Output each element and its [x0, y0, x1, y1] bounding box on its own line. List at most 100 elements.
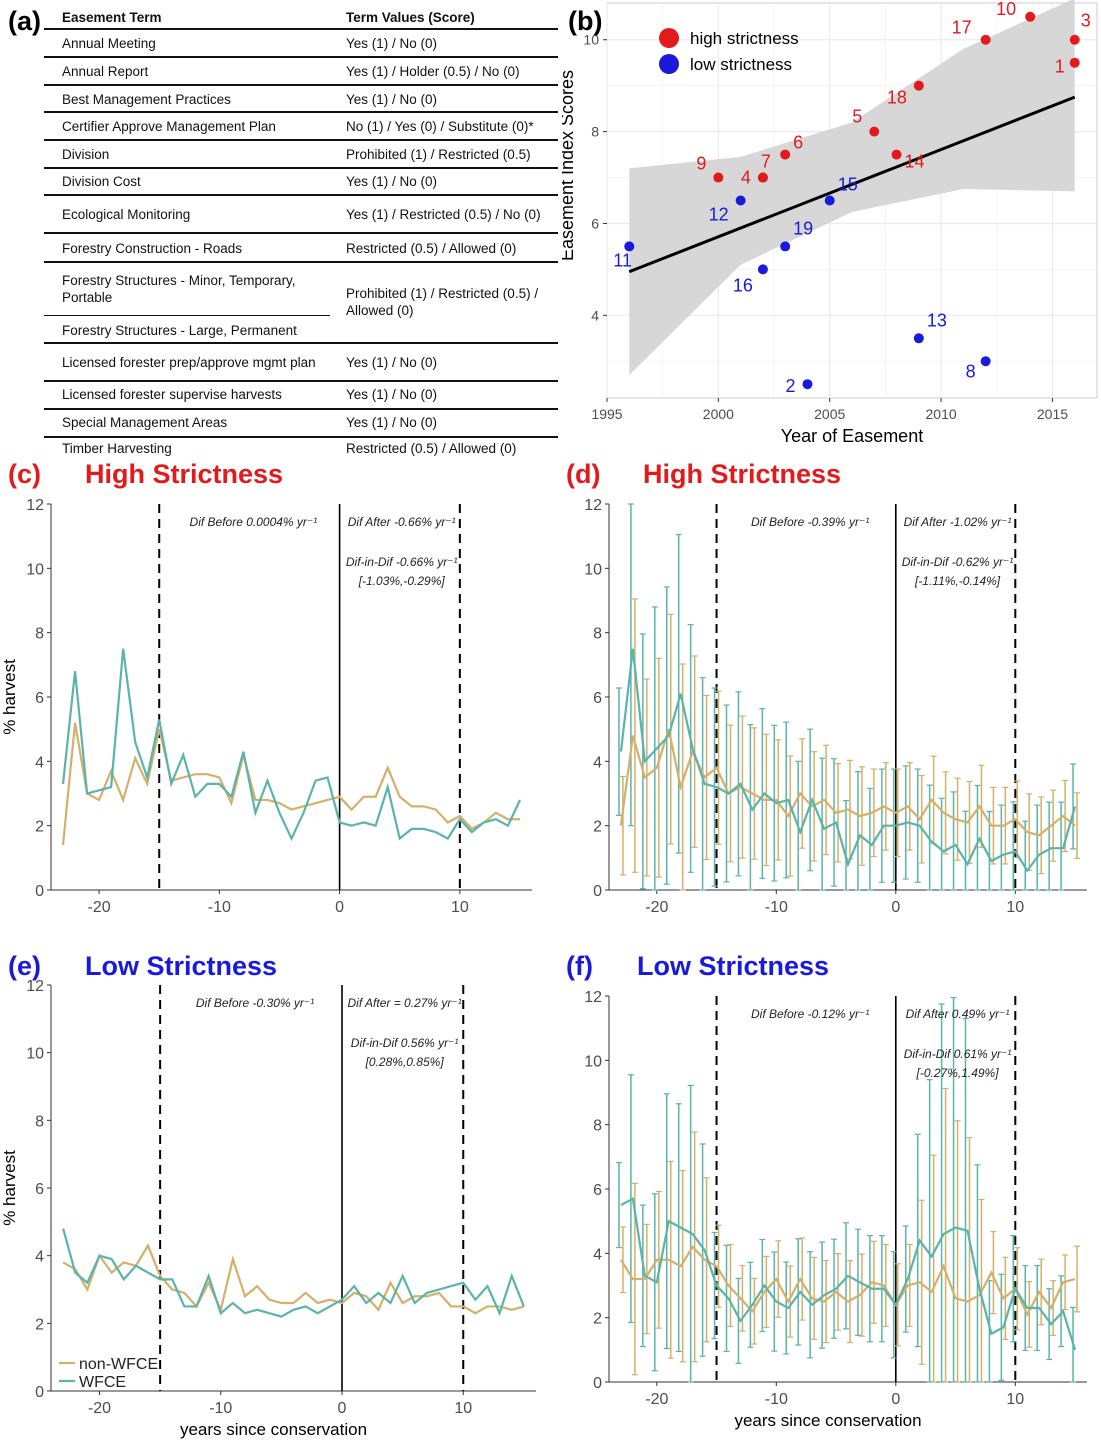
y-tick-label: 12: [584, 497, 602, 514]
x-tick-label: 2000: [703, 406, 734, 422]
y-tick-label: 6: [35, 690, 44, 707]
x-tick-label: 10: [454, 1400, 472, 1417]
x-tick-label: 10: [1006, 899, 1024, 916]
chart-title-e: Low Strictness: [85, 951, 278, 981]
series-line-non-wfce: [620, 1245, 1076, 1317]
chart-c-high-strictness: 0 2 4 6 8 10 12 -20 -10 0 10 % harvest Dif Before 0.…: [0, 497, 532, 916]
annotation-dif-after: Dif After -1.02% yr⁻¹: [904, 515, 1012, 529]
table-rule: [44, 139, 558, 141]
annotation-ci: [-0.27%,1.49%]: [916, 1066, 1000, 1080]
table-cell-value: Yes (1) / No (0): [346, 355, 438, 370]
y-tick-label: 12: [26, 497, 44, 514]
point-label: 7: [761, 152, 771, 172]
series-line-wfce: [62, 1228, 525, 1318]
table-cell-value: Yes (1) / No (0): [346, 174, 438, 189]
x-tick-label: -10: [765, 899, 788, 916]
annotation-dif-after: Dif After = 0.27% yr⁻¹: [347, 996, 461, 1010]
point-label: 4: [741, 168, 751, 188]
y-tick-label: 6: [593, 1182, 602, 1199]
point-low: [802, 379, 813, 390]
y-tick-label: 0: [35, 883, 44, 900]
series-line-wfce: [61, 648, 521, 842]
series-line-wfce: [619, 648, 1077, 873]
point-label: 14: [905, 152, 925, 172]
x-tick-label: -20: [645, 899, 668, 916]
y-tick-label: 8: [591, 124, 599, 140]
table-cell-term: Forestry Construction - Roads: [62, 240, 243, 256]
table-cell-value: Prohibited (1) / Restricted (0.5): [346, 146, 531, 162]
x-tick-label: 0: [891, 899, 900, 916]
point-high: [757, 172, 768, 183]
y-tick-label: 4: [591, 307, 599, 323]
legend-label: non-WFCE: [79, 1356, 158, 1373]
table-cell-value: Yes (1) / Restricted (0.5) / No (0): [346, 207, 541, 222]
table-rule: [44, 315, 330, 316]
point-label: 1: [1055, 57, 1065, 77]
table-cell-term: Division Cost: [62, 174, 141, 189]
table-rule: [44, 232, 558, 234]
table-cell-value: No (1) / Yes (0) / Substitute (0)*: [346, 119, 534, 134]
table-cell-term: Best Management Practices: [62, 91, 231, 107]
panel-label-e: (e): [8, 951, 41, 981]
x-tick-label: 10: [1006, 1391, 1024, 1408]
table-cell-term: Special Management Areas: [62, 414, 228, 430]
plot-c: 0 2 4 6 8 10 12 -20 -10 0 10 % harvest Dif Before 0.…: [0, 497, 532, 916]
series-line-wfce: [620, 1196, 1077, 1351]
point-label: 9: [696, 154, 706, 174]
table-cell-term: Certifier Approve Management Plan: [62, 119, 276, 134]
point-label: 11: [613, 250, 632, 270]
series-line-non-wfce: [61, 722, 520, 846]
plot-d: 0 2 4 6 8 10 12 -20 -10 0 10 Dif Before -0.39% yr⁻¹…: [584, 497, 1087, 916]
x-axis-label: Year of Easement: [781, 426, 923, 446]
point-high: [1069, 34, 1080, 45]
table-rule: [44, 380, 558, 382]
point-low: [757, 264, 768, 275]
table-rule: [44, 28, 558, 30]
table-rule: [44, 194, 558, 196]
x-tick-label: -10: [208, 899, 231, 916]
point-label: 17: [952, 18, 972, 38]
y-tick-label: 10: [583, 32, 599, 48]
point-label: 3: [1081, 11, 1091, 31]
point-label: 8: [966, 361, 976, 381]
legend-swatch-high: [659, 28, 679, 48]
y-axis-label: % harvest: [0, 659, 19, 735]
y-tick-label: 12: [584, 989, 602, 1006]
table-cell-term: Annual Report: [62, 63, 149, 79]
y-tick-label: 6: [591, 215, 599, 231]
point-high: [913, 80, 924, 91]
x-tick-label: 2015: [1037, 406, 1068, 422]
table-cell-value: Yes (1) / No (0): [346, 35, 438, 51]
point-label: 18: [887, 88, 907, 108]
point-high: [1069, 57, 1080, 68]
y-tick-label: 10: [26, 561, 44, 578]
y-tick-label: 12: [26, 978, 44, 995]
table-rule: [44, 261, 558, 263]
point-label: 10: [996, 0, 1016, 19]
x-tick-label: -20: [88, 1400, 111, 1417]
y-tick-label: 4: [593, 1246, 602, 1263]
y-tick-label: 4: [35, 1249, 44, 1266]
y-tick-label: 10: [584, 1053, 602, 1070]
point-low: [980, 356, 991, 367]
y-tick-label: 2: [35, 819, 44, 836]
point-label: 15: [838, 175, 858, 195]
table-cell-term: Division: [62, 146, 110, 162]
legend-swatch-low: [659, 54, 679, 74]
y-tick-label: 2: [35, 1316, 44, 1333]
easement-terms-table: Easement Term Term Values (Score) Annual…: [0, 0, 560, 460]
annotation-dif-after: Dif After 0.49% yr⁻¹: [906, 1007, 1010, 1021]
trend-line: [628, 95, 1076, 274]
table-cell-term: Licensed forester prep/approve mgmt plan: [62, 355, 316, 370]
y-tick-label: 4: [593, 754, 602, 771]
x-tick-label: -10: [765, 1391, 788, 1408]
point-label: 19: [793, 218, 813, 238]
point-low: [824, 195, 835, 206]
annotation-dif-before: Dif Before 0.0004% yr⁻¹: [190, 515, 318, 529]
table-rule: [44, 84, 558, 86]
y-axis-label: Easement Index Scores: [562, 70, 577, 261]
annotation-dif-before: Dif Before -0.30% yr⁻¹: [196, 996, 314, 1010]
chart-d-high-strictness: 0 2 4 6 8 10 12 -20 -10 0 10 Dif Before -0.39% yr⁻¹…: [584, 497, 1087, 916]
point-high: [891, 149, 902, 160]
table-cell-value: Restricted (0.5) / Allowed (0): [346, 440, 517, 456]
